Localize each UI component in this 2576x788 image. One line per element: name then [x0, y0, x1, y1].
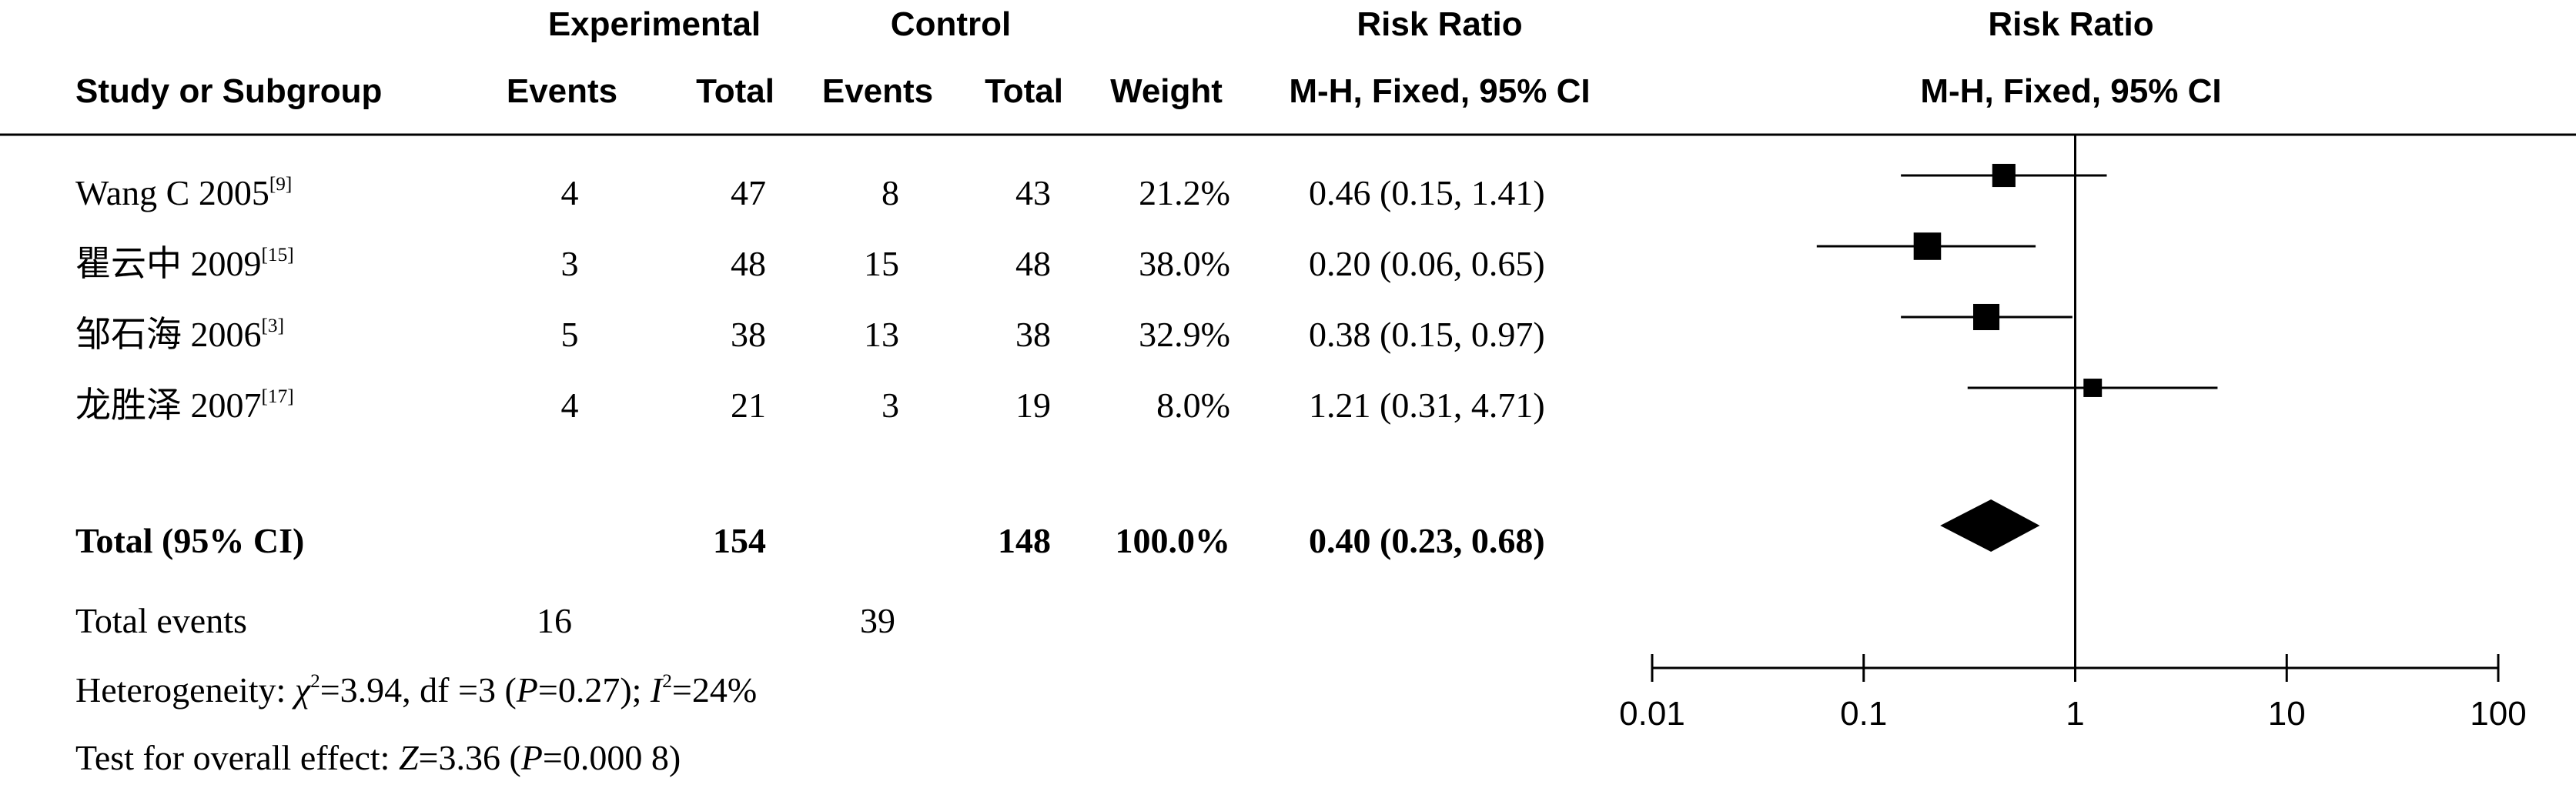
study-reference: [17] [261, 386, 294, 408]
events-experimental: 4 [560, 386, 579, 425]
total-experimental: 47 [731, 173, 766, 212]
total-control: 38 [1015, 315, 1051, 354]
events-experimental: 5 [560, 315, 579, 354]
weight-value: 32.9% [1139, 315, 1230, 354]
total-control: 43 [1015, 173, 1051, 212]
study-point-estimate [1992, 163, 2016, 188]
overall-effect-text: Test for overall effect: Z=3.36 (P=0.000… [75, 738, 681, 777]
total-control: 48 [1015, 244, 1051, 283]
study-name: 瞿云中 2009[15] [75, 244, 294, 283]
events-control: 3 [882, 386, 899, 425]
total-experimental: 38 [731, 315, 766, 354]
header-study: Study or Subgroup [75, 72, 383, 110]
risk-ratio-value: 0.46 (0.15, 1.41) [1309, 173, 1545, 212]
x-tick-label: 0.01 [1619, 695, 1685, 733]
header-total-control: Total [985, 72, 1063, 110]
x-tick-label: 100 [2470, 695, 2527, 733]
study-label: 瞿云中 2009 [75, 244, 262, 283]
header-plot-risk-ratio: Risk Ratio [1988, 5, 2154, 43]
header-control: Control [890, 5, 1012, 43]
events-experimental: 4 [560, 173, 579, 212]
total-experimental: 21 [731, 386, 766, 425]
events-experimental: 3 [560, 244, 579, 283]
x-tick-label: 0.1 [1840, 695, 1888, 733]
study-point-estimate [1973, 303, 2000, 331]
header-events-experimental: Events [506, 72, 618, 110]
header-events-control: Events [821, 72, 934, 110]
x-tick-label: 1 [2066, 695, 2085, 733]
total-experimental: 48 [731, 244, 766, 283]
total-control: 148 [998, 521, 1051, 560]
header-risk-ratio: Risk Ratio [1357, 5, 1523, 43]
total-experimental: 154 [713, 521, 766, 560]
weight-value: 8.0% [1156, 386, 1230, 425]
events-control: 13 [864, 315, 899, 354]
total-risk-ratio: 0.40 (0.23, 0.68) [1309, 521, 1545, 560]
study-point-estimate [1913, 232, 1942, 260]
weight-value: 38.0% [1139, 244, 1230, 283]
x-tick-label: 10 [2267, 695, 2306, 733]
events-control: 15 [864, 244, 899, 283]
events-control: 8 [882, 173, 899, 212]
header-total-experimental: Total [696, 72, 774, 110]
heterogeneity-text: Heterogeneity: χ2=3.94, df =3 (P=0.27); … [75, 670, 758, 710]
risk-ratio-value: 1.21 (0.31, 4.71) [1309, 386, 1545, 425]
risk-ratio-value: 0.20 (0.06, 0.65) [1309, 244, 1545, 283]
study-reference: [3] [261, 315, 285, 337]
weight-value: 21.2% [1139, 173, 1230, 212]
total-events-control: 39 [860, 601, 895, 640]
header-plot-method: M-H, Fixed, 95% CI [1920, 72, 2222, 110]
risk-ratio-value: 0.38 (0.15, 0.97) [1309, 315, 1545, 354]
study-point-estimate [2083, 379, 2103, 397]
study-reference: [15] [261, 244, 294, 266]
header-weight: Weight [1110, 72, 1223, 110]
study-name: Wang C 2005[9] [75, 173, 293, 212]
study-label: 邹石海 2006 [75, 315, 262, 354]
total-events-label: Total events [75, 601, 247, 640]
total-weight: 100.0% [1115, 521, 1231, 560]
study-name: 龙胜泽 2007[17] [75, 386, 294, 425]
study-label: Wang C 2005 [75, 173, 269, 212]
total-label: Total (95% CI) [75, 521, 305, 560]
total-control: 19 [1015, 386, 1051, 425]
study-reference: [9] [269, 173, 293, 195]
study-name: 邹石海 2006[3] [75, 315, 285, 354]
pooled-estimate-diamond [1940, 499, 2040, 552]
header-rr-method: M-H, Fixed, 95% CI [1289, 72, 1591, 110]
total-events-experimental: 16 [537, 601, 572, 640]
header-experimental: Experimental [547, 5, 761, 43]
study-label: 龙胜泽 2007 [75, 386, 262, 425]
